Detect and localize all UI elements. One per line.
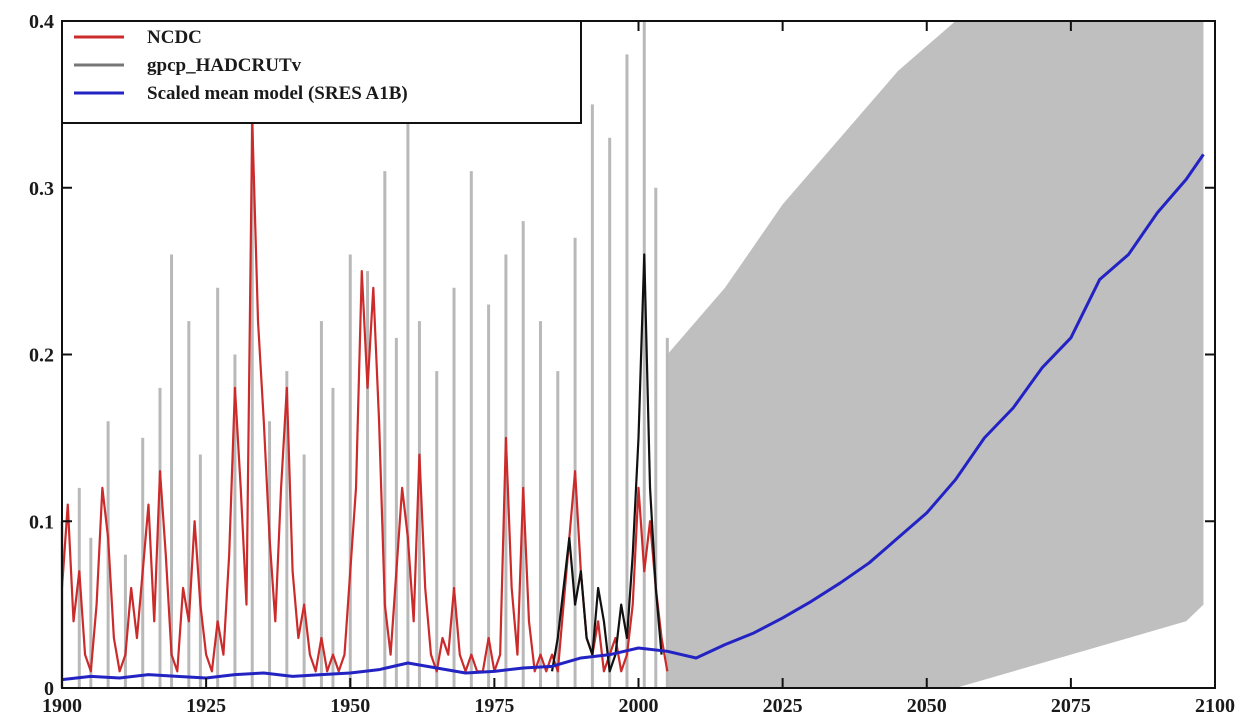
legend-box	[61, 20, 582, 124]
series-line-4	[61, 153, 1205, 682]
legend-label-0: NCDC	[147, 27, 202, 48]
x-tick-label-2: 1950	[330, 695, 370, 717]
spike-series-layer	[60, 21, 669, 688]
legend-label-1: gpcp_HADCRUTv	[147, 55, 302, 76]
x-tick-label-4: 2000	[619, 695, 659, 717]
y-tick-label-2: 0.2	[29, 345, 54, 367]
x-tick-label-7: 2075	[1051, 695, 1091, 717]
y-tick-label-4: 0.4	[29, 11, 54, 33]
projection-band-layer	[667, 21, 1204, 688]
series-band-1	[667, 21, 1204, 688]
y-tick-label-0: 0	[44, 678, 54, 700]
y-tick-label-1: 0.1	[29, 511, 54, 533]
x-tick-label-6: 2050	[907, 695, 947, 717]
x-tick-label-0: 1900	[42, 695, 82, 717]
x-tick-label-1: 1925	[186, 695, 226, 717]
legend: NCDC gpcp_HADCRUTv Scaled mean model (SRES…	[61, 20, 582, 124]
x-tick-label-5: 2025	[763, 695, 803, 717]
legend-label-2: Scaled mean model (SRES A1B)	[147, 83, 408, 104]
y-tick-label-3: 0.3	[29, 178, 54, 200]
series-line-3	[550, 253, 663, 673]
line-series-layer	[60, 119, 1205, 682]
x-tick-label-3: 1975	[474, 695, 514, 717]
x-tick-label-8: 2100	[1195, 695, 1235, 717]
legend-items: NCDC gpcp_HADCRUTv Scaled mean model (SRES…	[74, 27, 408, 104]
plot-area	[60, 21, 1215, 688]
